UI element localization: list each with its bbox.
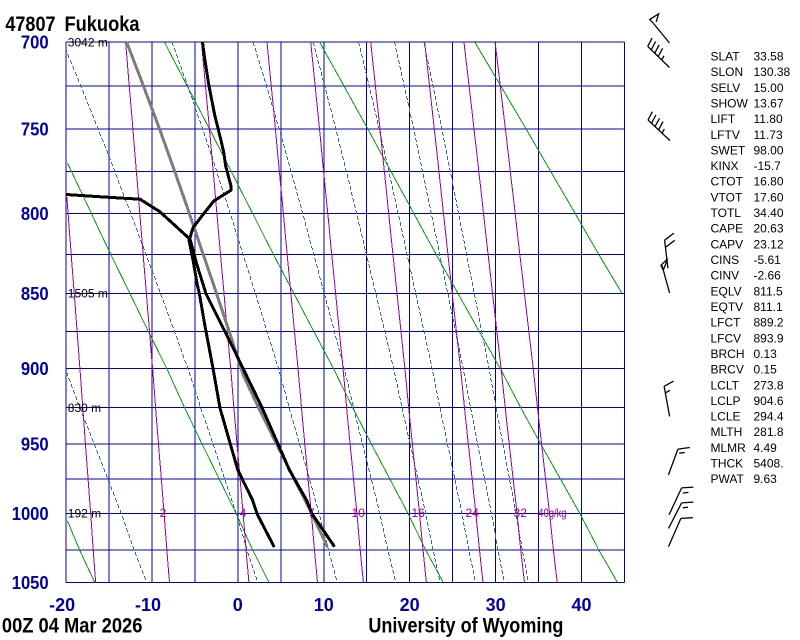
svg-text:47807: 47807 bbox=[5, 13, 55, 36]
svg-text:LIFT: LIFT bbox=[711, 112, 736, 126]
svg-text:EQLV: EQLV bbox=[711, 284, 742, 298]
svg-text:BRCV: BRCV bbox=[711, 363, 744, 377]
svg-text:SELV: SELV bbox=[711, 81, 741, 95]
svg-text:192 m: 192 m bbox=[68, 507, 101, 521]
svg-text:900: 900 bbox=[21, 359, 49, 379]
svg-text:MLMR: MLMR bbox=[711, 441, 747, 455]
svg-text:SLAT: SLAT bbox=[711, 50, 741, 64]
svg-text:CTOT: CTOT bbox=[711, 175, 744, 189]
svg-text:7: 7 bbox=[308, 506, 315, 520]
svg-text:15.00: 15.00 bbox=[754, 81, 784, 95]
svg-text:1050: 1050 bbox=[12, 573, 49, 593]
svg-text:0: 0 bbox=[233, 595, 243, 615]
svg-text:811.5: 811.5 bbox=[754, 284, 783, 298]
svg-text:811.1: 811.1 bbox=[754, 300, 783, 314]
svg-text:294.4: 294.4 bbox=[754, 410, 784, 424]
svg-text:850: 850 bbox=[21, 284, 49, 304]
svg-text:10: 10 bbox=[352, 506, 366, 520]
svg-text:SWET: SWET bbox=[711, 143, 746, 157]
svg-text:11.73: 11.73 bbox=[754, 128, 783, 142]
svg-text:889.2: 889.2 bbox=[754, 316, 784, 330]
svg-text:750: 750 bbox=[21, 120, 49, 140]
svg-text:30: 30 bbox=[486, 595, 506, 615]
svg-text:LFCT: LFCT bbox=[711, 316, 742, 330]
svg-text:11.80: 11.80 bbox=[754, 112, 783, 126]
svg-text:20.63: 20.63 bbox=[754, 222, 784, 236]
svg-text:13.67: 13.67 bbox=[754, 97, 784, 111]
svg-text:830 m: 830 m bbox=[68, 401, 101, 415]
svg-text:40: 40 bbox=[571, 595, 591, 615]
svg-text:2: 2 bbox=[160, 506, 167, 520]
svg-text:700: 700 bbox=[21, 33, 49, 53]
svg-text:-10: -10 bbox=[135, 595, 161, 615]
svg-text:THCK: THCK bbox=[711, 457, 744, 471]
svg-text:40g/kg: 40g/kg bbox=[538, 506, 566, 520]
svg-text:MLTH: MLTH bbox=[711, 425, 743, 439]
svg-text:0.15: 0.15 bbox=[754, 363, 778, 377]
svg-text:10: 10 bbox=[314, 595, 334, 615]
svg-text:-15.7: -15.7 bbox=[754, 159, 782, 173]
svg-text:KINX: KINX bbox=[711, 159, 739, 173]
svg-text:4.49: 4.49 bbox=[754, 441, 778, 455]
svg-text:University of Wyoming: University of Wyoming bbox=[368, 615, 563, 638]
svg-text:32: 32 bbox=[514, 506, 528, 520]
svg-text:00Z 04 Mar 2026: 00Z 04 Mar 2026 bbox=[2, 615, 143, 638]
svg-text:LCLE: LCLE bbox=[711, 410, 741, 424]
svg-text:-5.61: -5.61 bbox=[754, 253, 782, 267]
svg-text:20: 20 bbox=[400, 595, 420, 615]
svg-text:1000: 1000 bbox=[12, 504, 49, 524]
svg-text:VTOT: VTOT bbox=[711, 190, 743, 204]
svg-text:EQTV: EQTV bbox=[711, 300, 744, 314]
svg-text:5408.: 5408. bbox=[754, 457, 784, 471]
svg-text:3042 m: 3042 m bbox=[68, 35, 108, 49]
svg-text:23.12: 23.12 bbox=[754, 237, 784, 251]
svg-text:950: 950 bbox=[21, 435, 49, 455]
svg-text:CAPE: CAPE bbox=[711, 222, 744, 236]
svg-text:16.80: 16.80 bbox=[754, 175, 784, 189]
svg-text:CINS: CINS bbox=[711, 253, 740, 267]
svg-text:LFCV: LFCV bbox=[711, 331, 742, 345]
svg-text:4: 4 bbox=[240, 506, 247, 520]
svg-text:LFTV: LFTV bbox=[711, 128, 740, 142]
svg-text:-20: -20 bbox=[49, 595, 75, 615]
svg-text:Fukuoka: Fukuoka bbox=[65, 13, 140, 36]
svg-text:SLON: SLON bbox=[711, 65, 744, 79]
svg-text:BRCH: BRCH bbox=[711, 347, 745, 361]
svg-text:130.38: 130.38 bbox=[754, 65, 791, 79]
svg-text:SHOW: SHOW bbox=[711, 97, 749, 111]
svg-text:CAPV: CAPV bbox=[711, 237, 744, 251]
svg-text:281.8: 281.8 bbox=[754, 425, 784, 439]
svg-text:17.60: 17.60 bbox=[754, 190, 784, 204]
svg-text:273.8: 273.8 bbox=[754, 378, 784, 392]
svg-text:1505 m: 1505 m bbox=[68, 287, 108, 301]
svg-text:98.00: 98.00 bbox=[754, 143, 784, 157]
svg-text:0.13: 0.13 bbox=[754, 347, 778, 361]
svg-text:LCLT: LCLT bbox=[711, 378, 740, 392]
svg-text:33.58: 33.58 bbox=[754, 50, 784, 64]
svg-text:TOTL: TOTL bbox=[711, 206, 742, 220]
svg-text:24: 24 bbox=[466, 506, 480, 520]
svg-text:PWAT: PWAT bbox=[711, 472, 745, 486]
svg-text:893.9: 893.9 bbox=[754, 331, 784, 345]
svg-text:904.6: 904.6 bbox=[754, 394, 784, 408]
svg-text:LCLP: LCLP bbox=[711, 394, 741, 408]
svg-text:34.40: 34.40 bbox=[754, 206, 784, 220]
svg-text:-2.66: -2.66 bbox=[754, 269, 782, 283]
svg-text:CINV: CINV bbox=[711, 269, 740, 283]
svg-text:16: 16 bbox=[412, 506, 426, 520]
svg-text:9.63: 9.63 bbox=[754, 472, 778, 486]
svg-text:800: 800 bbox=[21, 204, 49, 224]
